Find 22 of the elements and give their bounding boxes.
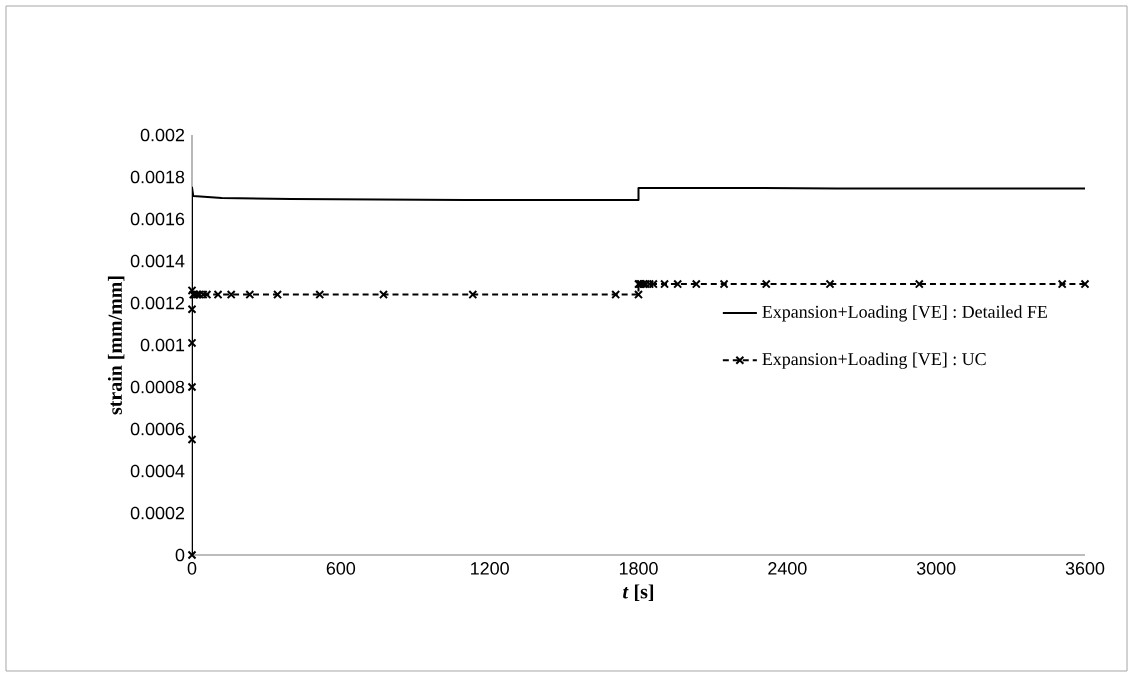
x-tick-label: 3000 (916, 562, 956, 575)
legend-label: Expansion+Loading [VE] : UC (762, 352, 986, 369)
y-tick-label: 0.0006 (130, 422, 185, 436)
y-tick-label: 0.002 (140, 128, 185, 142)
x-tick-label: 2400 (768, 562, 807, 575)
y-tick-label: 0.0018 (130, 170, 185, 184)
x-tick-label: 1800 (619, 562, 658, 575)
y-tick-label: 0.0014 (130, 254, 185, 268)
y-tick-label: 0 (175, 548, 185, 562)
y-tick-label: 0.0012 (130, 296, 185, 310)
y-tick-label: 0.0016 (130, 212, 185, 226)
x-tick-label: 3600 (1065, 562, 1105, 575)
x-tick-label: 600 (326, 562, 356, 575)
x-tick-label: 0 (187, 562, 197, 575)
y-tick-label: 0.0004 (130, 464, 185, 478)
x-axis-title: t [s] (623, 584, 654, 601)
y-tick-label: 0.001 (140, 338, 185, 352)
legend-label: Expansion+Loading [VE] : Detailed FE (762, 305, 1047, 322)
y-tick-label: 0.0008 (130, 380, 185, 394)
y-axis-title: strain [mm/mm] (107, 276, 125, 415)
x-tick-label: 1200 (471, 562, 509, 575)
y-tick-label: 0.0002 (130, 506, 185, 520)
